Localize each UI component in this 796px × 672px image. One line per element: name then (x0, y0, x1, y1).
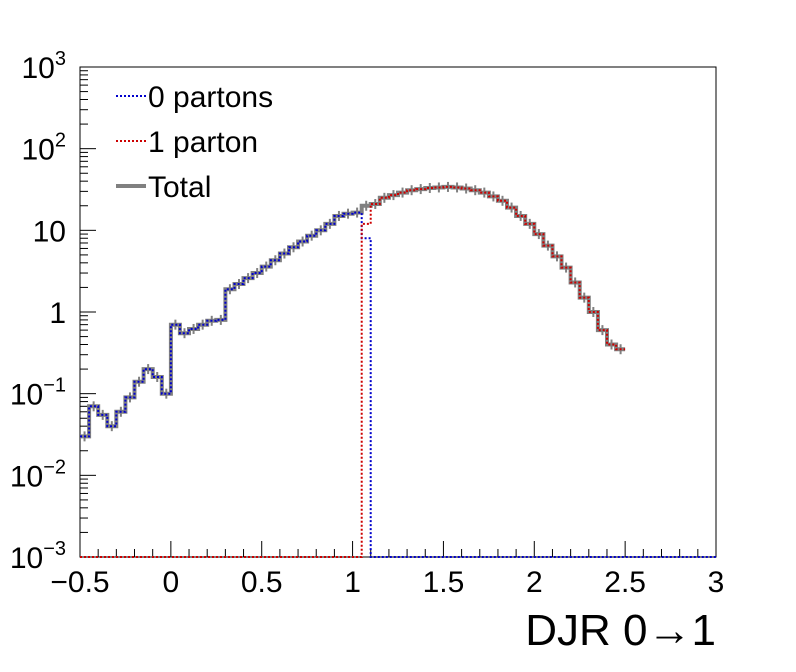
series-line-1-parton (80, 185, 626, 558)
y-tick-label: 10−3 (10, 538, 66, 575)
x-tick-label: 2.5 (604, 566, 646, 599)
y-tick-label: 10−1 (10, 375, 66, 412)
series-group (80, 181, 716, 558)
y-tick-label: 10−2 (10, 456, 66, 493)
y-tick-label: 102 (22, 130, 67, 167)
legend: 0 partons 1 parton Total (116, 81, 273, 204)
y-tick-label: 103 (22, 48, 67, 85)
legend-label: Total (148, 171, 211, 204)
x-tick-label: 1 (344, 566, 361, 599)
y-tick-label: 1 (49, 297, 66, 330)
x-tick-labels: −0.5 0 0.5 1 1.5 2 2.5 3 (50, 566, 724, 599)
legend-label: 1 parton (148, 126, 258, 159)
legend-label: 0 partons (148, 81, 273, 114)
y-tick-label: 10 (33, 215, 66, 248)
x-tick-label: −0.5 (50, 566, 109, 599)
x-tick-label: 0 (163, 566, 180, 599)
series-line-0-partons (80, 211, 716, 558)
y-tick-labels: 10−3 10−2 10−1 1 10 102 103 (10, 48, 66, 575)
x-tick-label: 1.5 (423, 566, 465, 599)
x-tick-label: 0.5 (241, 566, 283, 599)
x-tick-label: 2 (526, 566, 543, 599)
x-tick-label: 3 (708, 566, 725, 599)
series-line-total (80, 184, 626, 439)
x-axis-title: DJR 0→1 (525, 606, 716, 655)
